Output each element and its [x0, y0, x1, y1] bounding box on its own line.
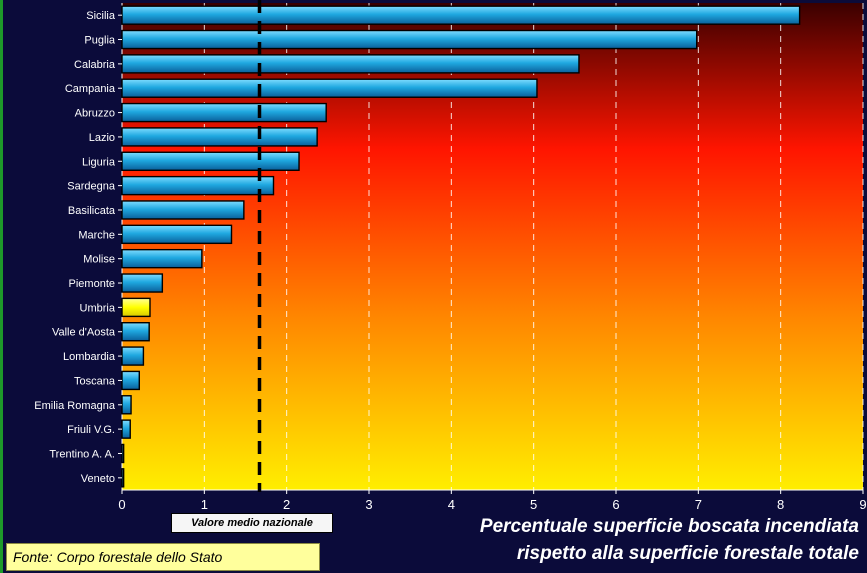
bar-trentino-a-a- [121, 443, 125, 464]
bar-calabria [121, 54, 580, 74]
x-tick-labels: 0 1 2 3 4 5 6 7 8 9 [118, 497, 866, 512]
category-label: Liguria [82, 156, 116, 168]
category-label: Emilia Romagna [34, 400, 116, 412]
category-label: Puglia [84, 35, 115, 47]
category-label: Calabria [74, 59, 116, 71]
chart-title: Percentuale superficie boscata incendiat… [339, 513, 859, 567]
x-tick-label: 0 [118, 497, 125, 512]
bar-sicilia [121, 5, 801, 25]
bar-emilia-romagna [121, 395, 132, 415]
bar-friuli-v-g- [121, 419, 131, 439]
plot-background [122, 3, 863, 490]
bar-liguria [121, 151, 300, 171]
bar-lombardia [121, 346, 145, 366]
category-label: Toscana [74, 375, 116, 387]
category-label: Basilicata [68, 205, 116, 217]
x-tick-label: 8 [777, 497, 784, 512]
x-tick-label: 7 [695, 497, 702, 512]
category-label: Lazio [89, 132, 115, 144]
bar-veneto [121, 468, 125, 488]
bar-piemonte [121, 273, 164, 293]
bars [121, 5, 801, 488]
category-label: Friuli V.G. [67, 424, 115, 436]
bar-toscana [121, 370, 140, 391]
x-tick-label: 2 [283, 497, 290, 512]
bar-lazio [121, 127, 318, 147]
x-tick-label: 5 [530, 497, 537, 512]
bar-puglia [121, 29, 698, 50]
bar-abruzzo [121, 102, 327, 123]
x-tick-label: 4 [448, 497, 455, 512]
bar-basilicata [121, 200, 245, 220]
category-label: Valle d'Aosta [52, 327, 116, 339]
category-label: Campania [65, 83, 116, 95]
bar-valle-d-aosta [121, 322, 150, 342]
bar-sardegna [121, 175, 275, 196]
category-label: Sardegna [67, 181, 116, 193]
x-tick-label: 9 [859, 497, 866, 512]
bar-umbria [121, 297, 151, 318]
bar-marche [121, 224, 233, 245]
bar-molise [121, 248, 203, 269]
chart-title-line-2: rispetto alla superficie forestale total… [516, 543, 859, 564]
left-accent-stripe [0, 0, 3, 573]
chart-title-line-1: Percentuale superficie boscata incendiat… [479, 516, 859, 537]
x-tick-label: 3 [365, 497, 372, 512]
category-label: Piemonte [69, 278, 115, 290]
category-label: Molise [83, 254, 115, 266]
category-label: Lombardia [63, 351, 116, 363]
x-tick-label: 1 [201, 497, 208, 512]
category-label: Sicilia [86, 10, 116, 22]
category-label: Marche [78, 229, 115, 241]
national-average-label: Valore medio nazionale [171, 513, 333, 533]
bar-campania [121, 78, 538, 98]
category-label: Abruzzo [75, 108, 115, 120]
x-tick-label: 6 [612, 497, 619, 512]
category-labels: Sicilia Puglia Calabria Campania Abruzzo Lazi… [34, 10, 122, 485]
category-label: Veneto [81, 473, 115, 485]
source-note: Fonte: Corpo forestale dello Stato [6, 543, 320, 571]
category-label: Umbria [80, 302, 116, 314]
category-label: Trentino A. A. [49, 448, 115, 460]
